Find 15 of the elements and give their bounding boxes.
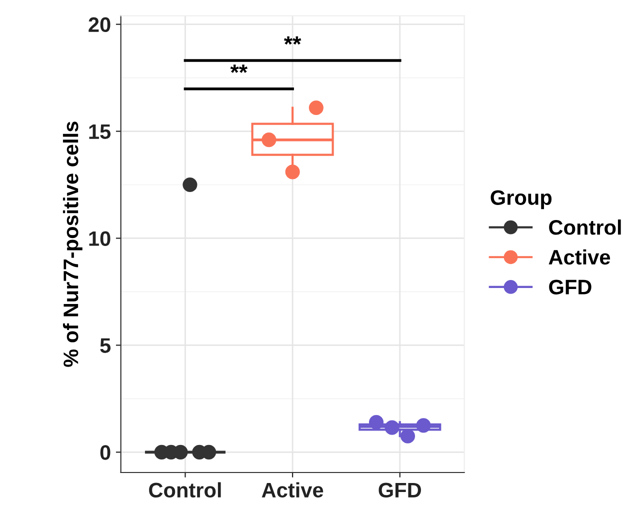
legend-label: GFD [549,280,592,294]
x-tick-label: Active [262,482,324,498]
y-tick-label: 10 [89,231,110,246]
y-tick-label: 15 [89,124,111,140]
x-tick-label: Control [149,482,221,498]
annotation: ** [284,36,302,45]
legend-label: Active [548,249,610,265]
y-axis-title: % of Nur77-positive cells [62,122,82,367]
annotation: ** [230,64,248,73]
legend-title: Group [490,190,552,210]
y-tick-label: 0 [100,445,110,460]
y-tick-label: 5 [100,338,111,353]
y-tick-label: 20 [88,17,110,32]
legend-label: Control [549,219,621,235]
x-tick-label: GFD [378,482,421,498]
